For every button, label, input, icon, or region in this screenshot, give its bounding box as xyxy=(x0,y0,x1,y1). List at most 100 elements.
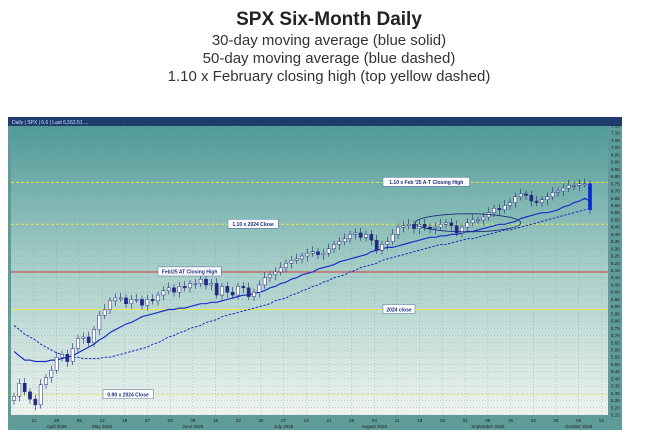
month-label: June 2025 xyxy=(182,424,204,429)
candle-body xyxy=(60,354,64,358)
candle-body xyxy=(177,286,182,293)
candle-body xyxy=(438,224,443,228)
reference-label: Feb/25 AT Closing High xyxy=(162,270,218,276)
y-tick-label: 6.25 xyxy=(611,254,620,259)
candle-body xyxy=(81,336,86,339)
candle-body xyxy=(348,234,352,239)
candle-body xyxy=(422,224,427,228)
candle-body xyxy=(540,199,544,203)
y-tick-label: 6.15 xyxy=(611,268,620,273)
candle-body xyxy=(497,208,502,211)
candle-body xyxy=(513,196,518,203)
candle-body xyxy=(278,267,283,273)
x-tick-label: 06 xyxy=(576,418,582,423)
candle-body xyxy=(545,196,550,200)
y-tick-label: 5.90 xyxy=(611,304,620,309)
y-tick-label: 6.50 xyxy=(611,217,620,222)
y-tick-label: 5.30 xyxy=(611,391,620,396)
candle-body xyxy=(262,277,267,286)
candle-body xyxy=(102,309,107,316)
candle-body xyxy=(481,216,486,221)
candle-body xyxy=(502,205,507,211)
candle-body xyxy=(225,286,230,293)
ma30-line xyxy=(13,197,591,363)
y-tick-label: 5.80 xyxy=(611,319,620,324)
candle-body xyxy=(358,232,363,238)
x-tick-label: 25 xyxy=(440,418,446,423)
candle-body xyxy=(230,291,235,296)
x-tick-label: 08 xyxy=(485,418,491,423)
y-tick-label: 5.65 xyxy=(611,340,620,345)
y-tick-label: 6.00 xyxy=(611,290,620,295)
candle-body xyxy=(214,283,219,296)
subtitle-ma50: 50-day moving average (blue dashed) xyxy=(202,50,456,67)
candle-body xyxy=(342,238,347,242)
x-tick-label: 13 xyxy=(599,418,605,423)
x-tick-label: 14 xyxy=(304,418,310,423)
candle-body xyxy=(305,252,310,257)
y-tick-label: 5.35 xyxy=(611,384,620,389)
candle-body xyxy=(326,248,331,254)
reference-label-box xyxy=(157,266,222,277)
y-tick-label: 6.90 xyxy=(611,160,620,165)
x-tick-label: 16 xyxy=(213,418,219,423)
candle-body xyxy=(582,183,587,186)
candle-body xyxy=(220,286,224,296)
candle-body xyxy=(33,398,38,406)
candle-body xyxy=(433,226,438,229)
candle-body xyxy=(476,219,480,222)
candle-body xyxy=(145,299,150,306)
candle-body xyxy=(44,377,48,385)
y-tick-label: 5.85 xyxy=(611,311,620,316)
candle-body xyxy=(268,274,272,278)
candle-body xyxy=(534,200,539,203)
y-tick-label: 5.75 xyxy=(611,326,620,331)
y-tick-label: 7.15 xyxy=(611,124,620,129)
y-tick-label: 5.50 xyxy=(611,362,620,367)
candle-body xyxy=(236,286,240,296)
y-tick-label: 5.25 xyxy=(611,398,620,403)
candle-body xyxy=(454,225,459,234)
candle-body xyxy=(529,195,534,202)
chart-title: SPX Six-Month Daily xyxy=(236,9,422,30)
y-tick-label: 6.40 xyxy=(611,232,620,237)
candle-body xyxy=(337,241,342,245)
candle-body xyxy=(156,294,160,302)
candle-body xyxy=(252,291,256,297)
candle-body xyxy=(204,278,208,286)
candle-body xyxy=(369,234,374,241)
month-label: September 2025 xyxy=(471,424,505,429)
candle-body xyxy=(140,299,144,306)
candle-body xyxy=(70,348,75,362)
candle-body xyxy=(385,241,390,245)
x-tick-label: 21 xyxy=(326,418,332,423)
candle-body xyxy=(22,382,27,393)
candle-body xyxy=(294,258,299,261)
month-label: May 2025 xyxy=(92,424,112,429)
candle-body xyxy=(316,251,320,255)
candle-body xyxy=(321,252,326,255)
x-tick-label: 30 xyxy=(258,418,264,423)
y-tick-label: 6.75 xyxy=(611,181,620,186)
reference-label: 1.10 x Feb '25 A-T Closing High xyxy=(389,180,463,186)
subtitle-ma30: 30-day moving average (blue solid) xyxy=(211,32,447,49)
candle-body xyxy=(492,208,496,213)
x-tick-label: 09 xyxy=(190,418,196,423)
y-tick-label: 6.30 xyxy=(611,246,620,251)
candle-body xyxy=(182,286,187,289)
candle-body xyxy=(124,297,128,304)
x-tick-label: 29 xyxy=(553,418,559,423)
x-tick-label: 15 xyxy=(508,418,514,423)
x-tick-label: 28 xyxy=(54,418,60,423)
candle-body xyxy=(273,271,278,276)
candle-body xyxy=(118,297,123,300)
candle-body xyxy=(28,391,32,400)
month-label: August 2025 xyxy=(362,424,388,429)
candle-body xyxy=(460,226,464,234)
candle-body xyxy=(353,232,358,235)
highlight-ellipse xyxy=(414,213,522,233)
subtitle-yellow-line: 1.10 x February closing high (top yellow… xyxy=(167,68,491,85)
candle-body xyxy=(572,184,576,187)
y-tick-label: 6.85 xyxy=(611,167,620,172)
candle-body xyxy=(150,299,155,302)
